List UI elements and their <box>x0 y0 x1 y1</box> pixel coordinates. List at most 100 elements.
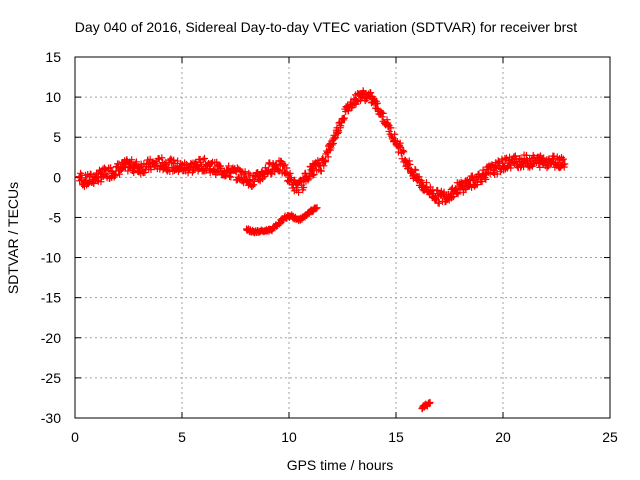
data-point <box>327 144 335 152</box>
y-tick-label: -20 <box>41 330 61 346</box>
data-point <box>252 169 260 177</box>
series-arc-outlier <box>418 398 434 413</box>
data-point <box>454 190 462 198</box>
data-point <box>248 182 256 190</box>
data-point <box>391 130 399 138</box>
data-point <box>411 165 419 173</box>
data-point <box>332 133 340 141</box>
data-point <box>406 160 414 168</box>
data-point <box>412 166 420 174</box>
data-point <box>536 163 544 171</box>
data-point <box>561 160 569 168</box>
data-point <box>340 114 348 122</box>
y-tick-label: 0 <box>53 169 61 185</box>
data-point <box>337 122 345 130</box>
y-tick-label: 5 <box>53 129 61 145</box>
chart-title: Day 040 of 2016, Sidereal Day-to-day VTE… <box>75 19 577 35</box>
data-point <box>201 167 209 175</box>
data-point <box>94 176 102 184</box>
data-point <box>317 167 325 175</box>
data-point <box>295 188 303 196</box>
data-point <box>373 99 381 107</box>
data-point <box>312 205 320 213</box>
data-point <box>379 109 387 117</box>
data-point <box>387 124 395 132</box>
data-point <box>405 157 413 165</box>
x-axis-title: GPS time / hours <box>287 457 394 473</box>
data-point <box>558 156 566 164</box>
x-tick-label: 15 <box>388 429 404 445</box>
data-point <box>559 155 567 163</box>
x-tick-label: 20 <box>495 429 511 445</box>
data-point <box>132 158 140 166</box>
data-point <box>313 204 321 212</box>
grid-lines <box>75 57 610 418</box>
data-point <box>322 157 330 165</box>
data-point <box>199 156 207 164</box>
data-point <box>274 166 282 174</box>
data-point <box>213 168 221 176</box>
data-point <box>400 148 408 156</box>
data-point <box>283 164 291 172</box>
data-point <box>201 154 209 162</box>
data-point <box>241 168 249 176</box>
data-point <box>415 173 423 181</box>
data-point <box>116 170 124 178</box>
data-point <box>509 159 517 167</box>
y-tick-label: -5 <box>49 209 62 225</box>
data-point <box>300 183 308 191</box>
data-point <box>378 113 386 121</box>
data-point <box>329 140 337 148</box>
y-tick-label: -30 <box>41 410 61 426</box>
data-point <box>250 177 258 185</box>
data-point <box>217 162 225 170</box>
data-point <box>449 193 457 201</box>
data-point <box>328 141 336 149</box>
data-point <box>245 177 253 185</box>
tick-labels: 0 5 10 15 20 25 15 10 5 0 -5 -10 -15 -20 -25 -30 <box>41 49 618 445</box>
data-point <box>276 220 284 228</box>
data-point <box>128 156 136 164</box>
data-point <box>310 170 318 178</box>
series-main <box>75 87 569 207</box>
series-arc-low <box>243 204 321 237</box>
data-point <box>304 176 312 184</box>
data-point <box>170 156 178 164</box>
data-point <box>331 134 339 142</box>
y-tick-label: 15 <box>45 49 61 65</box>
data-point <box>250 181 258 189</box>
x-tick-label: 10 <box>281 429 297 445</box>
data-point <box>208 160 216 168</box>
data-point <box>158 154 166 162</box>
axis-ticks <box>74 56 611 419</box>
x-tick-label: 25 <box>602 429 618 445</box>
y-tick-label: -10 <box>41 250 61 266</box>
data-point <box>486 170 494 178</box>
data-point <box>522 151 530 159</box>
data-point <box>473 178 481 186</box>
y-tick-label: -25 <box>41 370 61 386</box>
data-point <box>478 178 486 186</box>
x-tick-label: 5 <box>178 429 186 445</box>
data-point <box>288 181 296 189</box>
data-point <box>426 398 434 406</box>
plot-border <box>74 56 611 419</box>
data-point <box>334 129 342 137</box>
y-axis-title: SDTVAR / TECUs <box>5 182 21 294</box>
data-point <box>324 153 332 161</box>
data-point <box>309 171 317 179</box>
data-point <box>320 162 328 170</box>
y-tick-label: 10 <box>45 89 61 105</box>
data-point <box>352 96 360 104</box>
data-point <box>130 169 138 177</box>
data-point <box>335 128 343 136</box>
data-point <box>215 168 223 176</box>
y-tick-label: -15 <box>41 290 61 306</box>
data-point <box>107 164 115 172</box>
x-tick-label: 0 <box>71 429 79 445</box>
data-point <box>227 173 235 181</box>
data-points <box>75 87 569 413</box>
data-point <box>430 190 438 198</box>
data-point <box>399 146 407 154</box>
